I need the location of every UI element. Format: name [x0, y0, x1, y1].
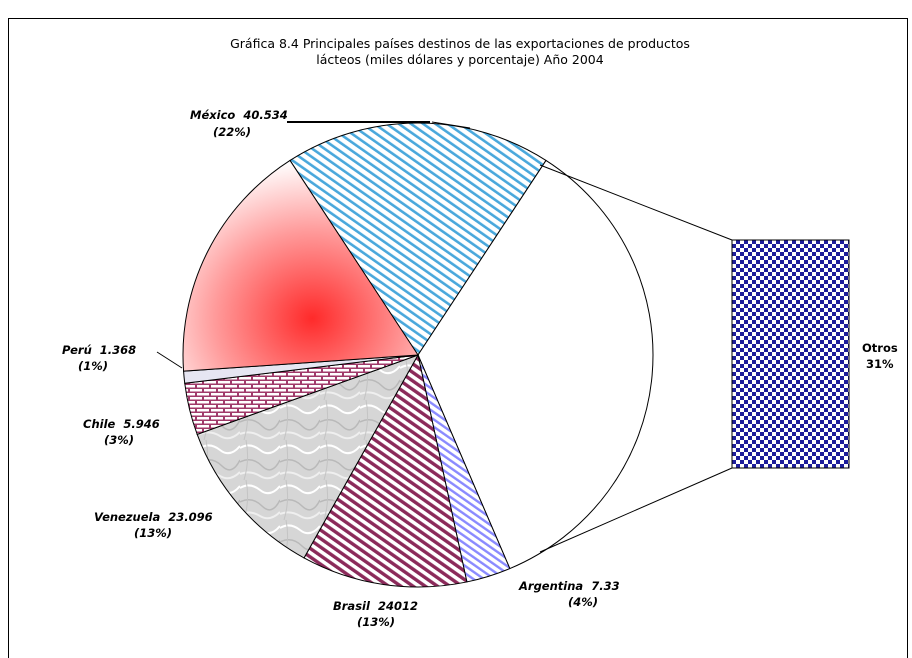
label-brasil: Brasil 24012	[333, 599, 418, 613]
chart-frame	[8, 18, 908, 658]
otros-bar	[731, 239, 850, 469]
label-mexico-pct: (22%)	[213, 125, 251, 139]
chart-title-line1: Gráfica 8.4 Principales países destinos …	[230, 36, 690, 51]
label-brasil-name: Brasil	[333, 599, 371, 613]
label-brasil-pct: (13%)	[357, 615, 395, 629]
label-venezuela-value: 23.096	[168, 510, 212, 524]
label-argentina-pct: (4%)	[568, 595, 598, 609]
label-venezuela-pct: (13%)	[134, 526, 172, 540]
label-chile-name: Chile	[83, 417, 116, 431]
label-venezuela: Venezuela 23.096	[94, 510, 213, 524]
label-mexico-name: México	[190, 108, 235, 122]
label-chile-value: 5.946	[123, 417, 159, 431]
label-otros-name: Otros	[862, 341, 898, 355]
label-mexico: México 40.534	[190, 108, 288, 122]
pie-slice-mexico	[289, 122, 547, 356]
pie-chart: Gráfica 8.4 Principales países destinos …	[62, 36, 898, 629]
label-peru-pct: (1%)	[78, 359, 108, 373]
label-venezuela-name: Venezuela	[94, 510, 160, 524]
pie-slices	[182, 122, 654, 588]
label-peru-value: 1.368	[100, 343, 136, 357]
label-argentina-name: Argentina	[518, 579, 583, 593]
label-otros-pct: 31%	[866, 357, 894, 371]
label-argentina: Argentina 7.33	[518, 579, 620, 593]
label-peru: Perú 1.368	[62, 343, 136, 357]
pie-slice-otros	[417, 159, 654, 570]
pie-slice-venezuela	[196, 354, 420, 559]
pie-slice-brasil	[303, 353, 468, 588]
label-chile-pct: (3%)	[104, 433, 134, 447]
leader-peru	[156, 351, 183, 369]
label-chile: Chile 5.946	[83, 417, 160, 431]
label-mexico-value: 40.534	[242, 108, 287, 122]
label-peru-name: Perú	[62, 343, 92, 357]
connector-bottom	[539, 467, 733, 553]
connector-top	[539, 164, 733, 241]
chart-title-line2: lácteos (miles dólares y porcentaje) Año…	[316, 52, 603, 67]
leader-mexico-tail	[431, 121, 471, 129]
pie-slice-colombia	[182, 159, 419, 372]
label-argentina-value: 7.33	[591, 579, 619, 593]
label-brasil-value: 24012	[378, 599, 418, 613]
